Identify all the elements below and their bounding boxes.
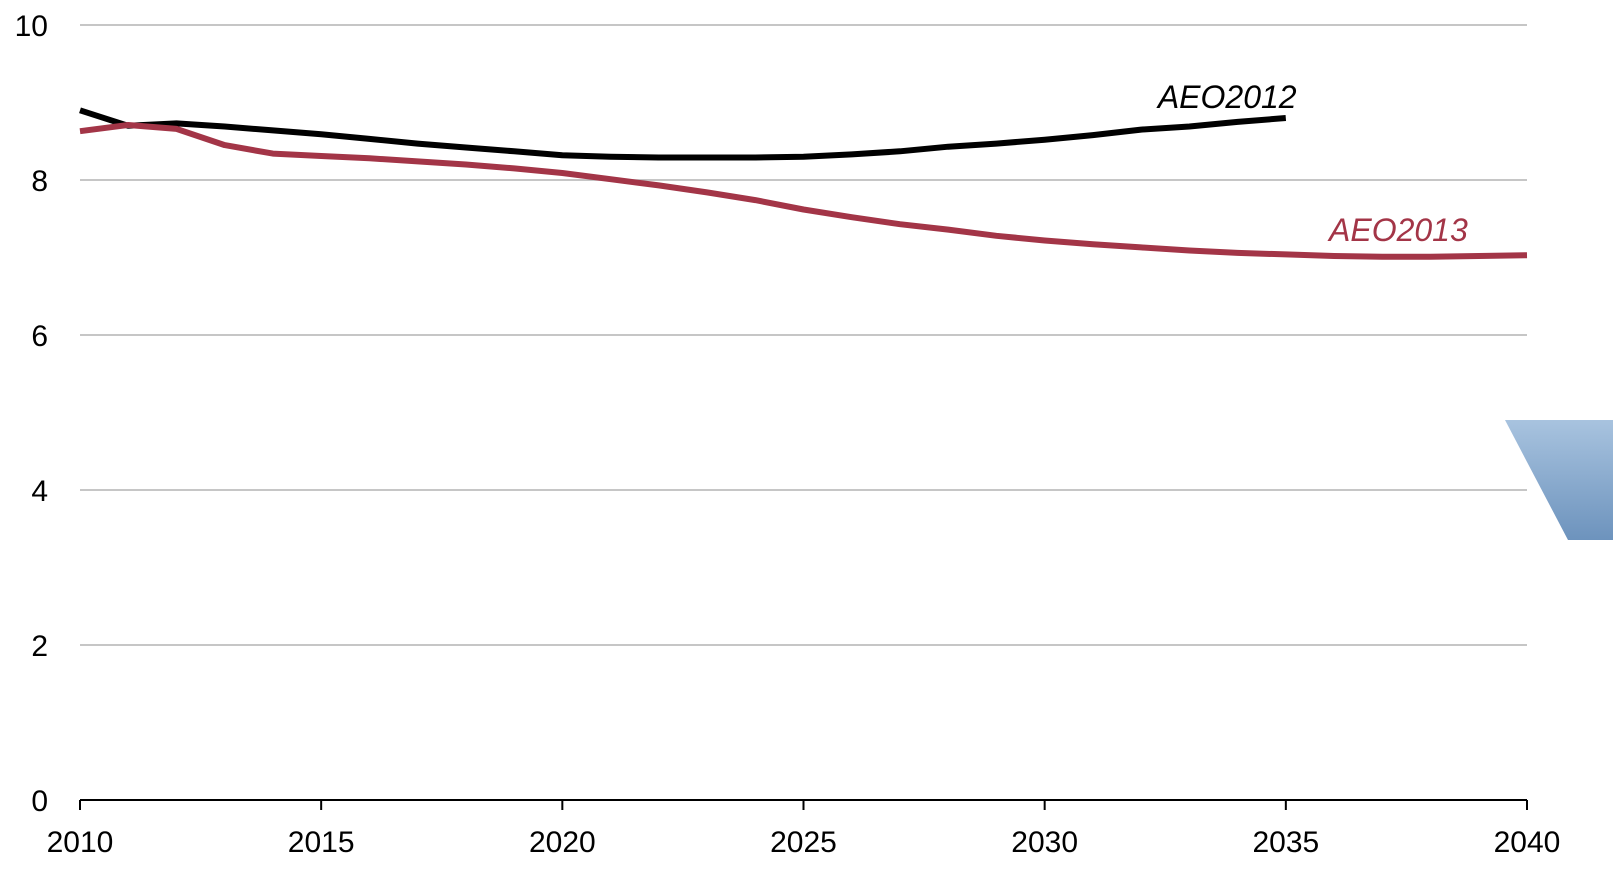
y-axis-tick-labels: 0 2 4 6 8 10 [15,10,48,818]
y-tick-label: 8 [31,165,48,198]
x-axis [79,799,1528,810]
series-label-aeo2013: AEO2013 [1327,212,1468,248]
x-tick-label: 2025 [770,826,837,859]
series-lines [79,107,1528,260]
x-tick-label: 2040 [1494,826,1561,859]
series-line-aeo2013 [79,122,1528,260]
x-axis-tick-labels: 2010 2015 2020 2025 2030 2035 2040 [47,826,1561,859]
gridlines [80,24,1527,646]
series-labels: AEO2012 AEO2013 [1156,79,1468,248]
y-tick-label: 4 [31,475,48,508]
x-tick-label: 2010 [47,826,114,859]
y-tick-label: 2 [31,630,48,663]
y-tick-label: 10 [15,10,48,43]
series-label-aeo2012: AEO2012 [1156,79,1297,115]
x-tick-label: 2015 [288,826,355,859]
x-tick-label: 2030 [1011,826,1078,859]
x-tick-label: 2035 [1252,826,1319,859]
decorative-corner-shape [1505,420,1613,540]
series-line-aeo2012 [79,107,1287,161]
y-tick-label: 6 [31,320,48,353]
y-tick-label: 0 [31,785,48,818]
x-tick-label: 2020 [529,826,596,859]
